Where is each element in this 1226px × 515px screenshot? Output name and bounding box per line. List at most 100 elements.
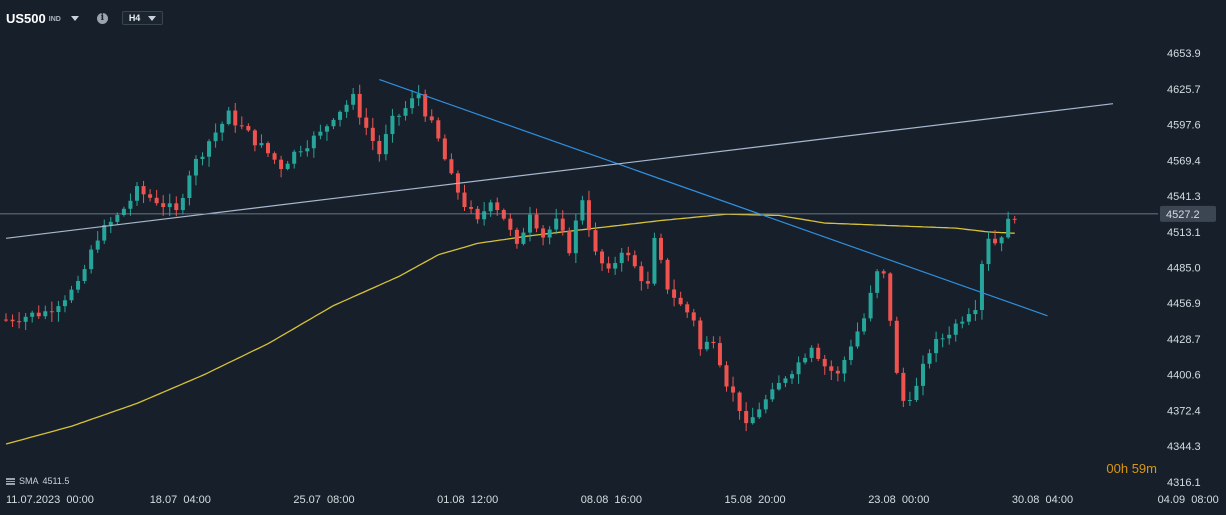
y-tick-label: 4597.6 [1167, 120, 1201, 132]
candle [521, 227, 526, 246]
candle-body [554, 218, 559, 230]
candle [279, 155, 284, 178]
candle-body [95, 240, 100, 250]
candle [848, 339, 853, 366]
candle-body [724, 365, 729, 387]
candle [691, 308, 696, 327]
candle [193, 155, 198, 186]
candle [239, 116, 244, 130]
candle-body [521, 232, 526, 244]
candle [514, 227, 519, 249]
sma-path [5, 213, 1015, 445]
candle-body [534, 214, 539, 229]
candle [1012, 215, 1017, 224]
y-tick-label: 4541.3 [1167, 191, 1201, 203]
sma-line [5, 213, 1015, 445]
candle-body [567, 230, 572, 254]
candle [383, 124, 388, 161]
candle-body [586, 200, 591, 231]
candle-body [999, 237, 1004, 244]
candle [947, 326, 952, 345]
candle-body [56, 306, 61, 313]
x-tick-label: 11.07.2023 00:00 [6, 494, 94, 506]
candle [534, 208, 539, 233]
candle [1006, 211, 1011, 239]
candle-body [783, 378, 788, 383]
candle-countdown: 00h 59m [1106, 461, 1157, 476]
candle [475, 206, 480, 224]
candle-body [796, 362, 801, 375]
candle-body [449, 159, 454, 174]
info-icon[interactable]: i [96, 12, 108, 24]
candle-body [580, 200, 585, 221]
candle-body [848, 346, 853, 360]
uptrend-line [5, 103, 1114, 239]
candle [809, 345, 814, 363]
candle [835, 366, 840, 382]
x-tick-label: 04.09 08:00 [1158, 494, 1219, 506]
candle-body [193, 158, 198, 176]
candle [305, 140, 310, 157]
symbol-dropdown-chevron-icon[interactable] [70, 15, 79, 21]
candle [711, 336, 716, 349]
y-tick-label: 4513.1 [1167, 227, 1201, 239]
candle-body [698, 320, 703, 350]
candle [921, 355, 925, 396]
candle-body [416, 94, 421, 99]
candle-body [246, 125, 251, 131]
candle-body [750, 417, 755, 424]
candle-body [685, 304, 690, 313]
y-tick-label: 4653.9 [1167, 48, 1201, 60]
candle [220, 121, 225, 141]
x-tick-label: 01.08 12:00 [437, 494, 498, 506]
candle-body [423, 94, 428, 117]
candle-body [364, 117, 369, 128]
countdown-hours: 00 [1106, 461, 1121, 476]
candle-body [469, 207, 474, 209]
candle [927, 349, 932, 369]
indicator-menu-icon[interactable] [6, 477, 15, 485]
y-tick-label: 4400.6 [1167, 370, 1201, 382]
candle-body [141, 186, 146, 195]
timeframe-select[interactable]: H4 [121, 11, 164, 25]
candle [606, 256, 611, 273]
candle-body [298, 151, 303, 153]
candle [338, 110, 343, 127]
y-tick-label: 4485.0 [1167, 263, 1201, 275]
candle [416, 85, 421, 106]
candle [554, 208, 559, 235]
candle-body [678, 297, 683, 305]
candle-body [829, 366, 834, 371]
candle-body [776, 382, 781, 390]
candle-body [69, 289, 74, 301]
candle-body [1012, 218, 1017, 220]
candle [410, 90, 415, 114]
candle-body [311, 135, 316, 149]
candle-body [180, 198, 185, 211]
candle-body [252, 130, 257, 146]
candle-body [717, 343, 722, 366]
candle [469, 200, 474, 214]
candle-body [233, 110, 238, 126]
candle [429, 109, 434, 123]
candle [62, 295, 67, 313]
candle-body [560, 218, 565, 231]
candle-body [1006, 218, 1011, 238]
candle [331, 117, 336, 130]
candle-body [377, 140, 382, 155]
candle-body [619, 252, 624, 264]
candle [528, 206, 532, 242]
candle-body [790, 374, 794, 379]
candle-body [606, 263, 611, 269]
candle-body [89, 249, 94, 270]
candle-body [593, 230, 598, 252]
candle [115, 212, 120, 226]
candle-body [488, 202, 493, 212]
candle-body [279, 159, 284, 169]
candle-body [907, 400, 912, 402]
candle [357, 84, 362, 125]
candle-body [862, 318, 867, 332]
countdown-minutes: 59 [1131, 461, 1147, 476]
candle [167, 193, 172, 216]
